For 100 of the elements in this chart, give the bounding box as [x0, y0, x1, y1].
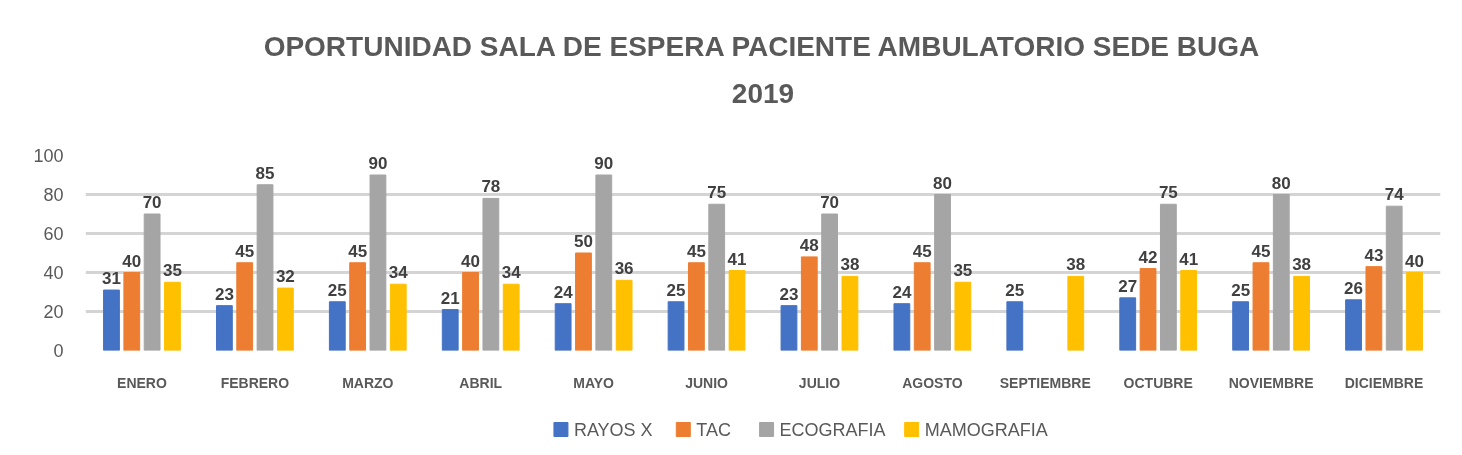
data-label: 78 [481, 177, 501, 197]
bar [1385, 205, 1403, 351]
bar [389, 283, 407, 351]
legend-label: ECOGRAFIA [779, 419, 886, 440]
bar [1293, 275, 1311, 351]
data-label: 70 [142, 193, 162, 212]
data-label: 35 [953, 261, 973, 281]
y-tick-label: 80 [43, 185, 64, 205]
data-label: 34 [501, 263, 522, 283]
bar [482, 197, 500, 351]
y-tick-label: 0 [53, 341, 64, 361]
data-label: 25 [666, 280, 686, 300]
bar [913, 262, 931, 351]
bar [349, 262, 367, 351]
x-tick-label: DICIEMBRE [1344, 374, 1424, 391]
x-tick-label: OCTUBRE [1123, 374, 1193, 391]
bar [841, 275, 859, 351]
bar [1252, 262, 1270, 351]
data-label: 21 [440, 288, 460, 308]
bar [143, 213, 161, 351]
data-label: 74 [1384, 185, 1405, 205]
data-label: 85 [255, 163, 275, 183]
data-label: 23 [779, 284, 799, 304]
bar [1406, 272, 1423, 351]
bar [1067, 275, 1085, 351]
data-label: 75 [707, 183, 727, 203]
x-tick-label: JUNIO [685, 374, 729, 391]
data-label: 38 [1292, 255, 1312, 275]
x-tick-label: MAYO [573, 374, 615, 391]
bar [1345, 299, 1362, 351]
data-label: 40 [1405, 251, 1424, 271]
data-label: 24 [553, 282, 574, 302]
x-tick-label: MARZO [342, 374, 394, 391]
data-label: 45 [1251, 241, 1271, 261]
data-label: 34 [388, 263, 409, 283]
bar [708, 203, 726, 351]
bar [554, 303, 572, 351]
x-tick-label: NOVIEMBRE [1228, 374, 1314, 391]
data-label: 45 [235, 241, 255, 261]
data-label: 90 [368, 154, 388, 173]
data-label: 25 [1231, 280, 1251, 300]
x-tick-label: FEBRERO [220, 374, 290, 391]
bar [164, 281, 181, 351]
bar [215, 305, 233, 351]
data-label: 31 [102, 269, 121, 289]
bar [1139, 268, 1157, 351]
x-tick-label: JULIO [798, 374, 841, 391]
bar [236, 262, 254, 351]
chart-title: OPORTUNIDAD SALA DE ESPERA PACIENTE AMBULATORIO SEDE BUGA 2019 [263, 31, 1260, 109]
legend-label: RAYOS X [573, 419, 653, 440]
data-label: 25 [1005, 280, 1025, 300]
bar [595, 174, 613, 351]
data-label: 45 [348, 241, 368, 261]
data-label: 27 [1118, 276, 1138, 296]
bar [1180, 270, 1198, 351]
bar [123, 272, 141, 351]
bar [1006, 301, 1024, 351]
data-label: 25 [327, 280, 347, 300]
bar [954, 281, 972, 351]
data-label: 35 [162, 261, 182, 281]
data-label: 36 [614, 259, 634, 279]
bar [276, 287, 294, 351]
legend-label: TAC [696, 419, 731, 440]
legend-label: MAMOGRAFIA [924, 419, 1048, 440]
bar [1159, 203, 1177, 351]
data-label: 42 [1138, 247, 1158, 267]
data-label: 32 [275, 267, 295, 287]
data-label: 26 [1344, 278, 1364, 298]
data-label: 40 [461, 251, 481, 271]
bar [441, 309, 459, 351]
data-label: 38 [1066, 255, 1086, 275]
data-label: 80 [1271, 173, 1291, 193]
bar [780, 305, 798, 351]
data-label: 45 [912, 241, 932, 261]
bar [256, 184, 274, 351]
bar [369, 174, 387, 351]
data-label: 70 [820, 193, 840, 212]
bar [667, 301, 685, 351]
data-label: 90 [594, 154, 614, 173]
data-label: 80 [933, 173, 952, 193]
bar [1119, 297, 1137, 351]
data-label: 24 [892, 282, 912, 302]
x-tick-label: SEPTIEMBRE [999, 374, 1091, 391]
data-label: 75 [1158, 183, 1178, 203]
data-label: 48 [799, 235, 819, 255]
x-tick-label: ABRIL [459, 374, 503, 391]
data-label: 23 [214, 284, 234, 304]
bar [893, 303, 911, 351]
y-tick-label: 40 [43, 263, 64, 283]
data-label: 45 [686, 241, 706, 261]
bar [1232, 301, 1250, 351]
bar [934, 194, 951, 351]
data-label: 41 [1179, 249, 1199, 269]
bar [687, 262, 705, 351]
bar [1365, 266, 1383, 351]
y-tick-label: 60 [43, 224, 64, 244]
data-label: 38 [840, 255, 860, 275]
x-tick-label: AGOSTO [902, 374, 963, 391]
bar [728, 270, 746, 351]
y-tick-label: 20 [43, 302, 64, 322]
